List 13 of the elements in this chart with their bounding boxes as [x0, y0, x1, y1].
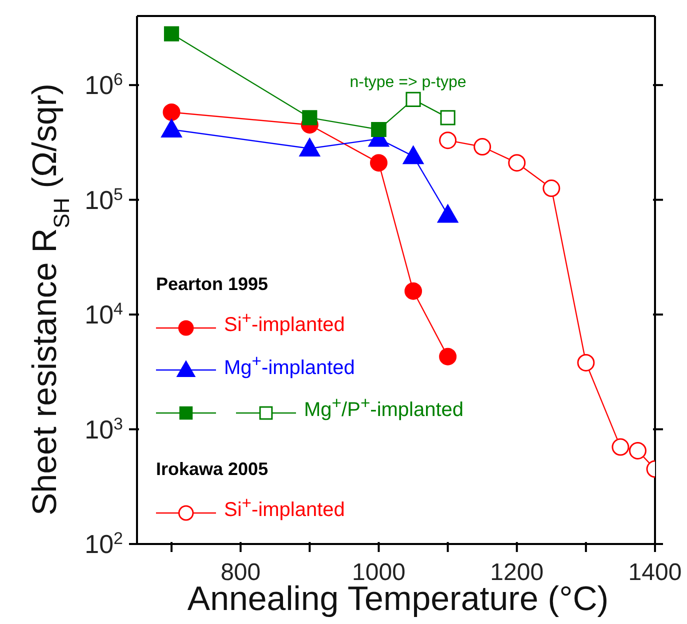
y-tick-label: 10$^{6}$	[84, 70, 123, 100]
y-tick-label: 10$^{4}$	[84, 299, 123, 330]
annotation: n-type => p-type	[350, 74, 466, 91]
y-tick-label: 10$^{3}$	[84, 414, 123, 444]
y-tick-label: 10$^{5}$	[84, 184, 123, 215]
x-tick-label: 1400	[628, 559, 682, 586]
annotation: Irokawa 2005	[156, 458, 270, 482]
legend-label: Si$^{+}$-implanted	[224, 493, 345, 521]
legend-label: Mg$^{+}$-implanted	[224, 351, 355, 379]
legend-label: Si$^{+}$-implanted	[224, 308, 345, 336]
y-tick-label: 10$^{2}$	[84, 528, 123, 559]
legend-label: Mg$^{+}$/P$^{+}$-implanted	[304, 394, 464, 422]
annotation: Pearton 1995	[156, 273, 270, 296]
